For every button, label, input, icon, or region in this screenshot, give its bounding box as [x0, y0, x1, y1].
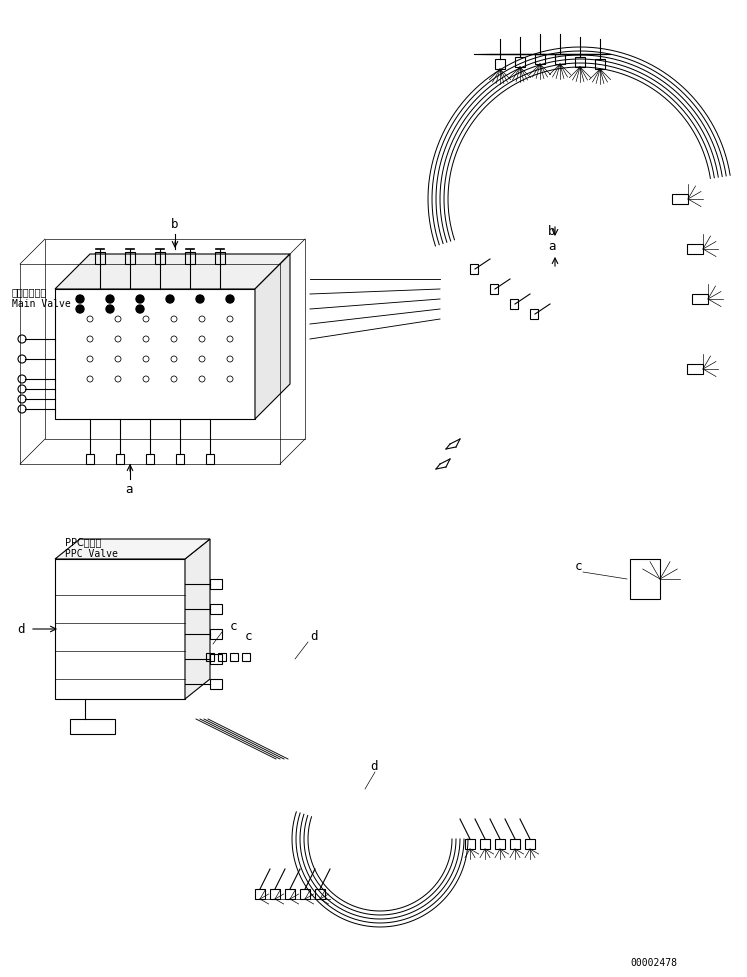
Text: PPCバルブ: PPCバルブ [65, 536, 102, 546]
Bar [155, 253, 165, 265]
Bar [480, 839, 490, 849]
Bar [535, 55, 545, 64]
Circle shape [136, 296, 144, 304]
Circle shape [76, 296, 84, 304]
Bar [515, 58, 525, 68]
Bar [70, 719, 115, 735]
Bar [595, 60, 605, 70]
Polygon shape [55, 290, 255, 419]
Bar [242, 654, 250, 661]
Bar [630, 560, 660, 599]
Bar [55, 560, 185, 700]
Bar [465, 839, 475, 849]
Bar [210, 605, 222, 615]
Bar [495, 839, 505, 849]
Bar [510, 300, 518, 310]
Bar [490, 284, 498, 295]
Bar [510, 839, 520, 849]
Bar [210, 679, 222, 690]
Text: メインバルブ: メインバルブ [12, 286, 47, 297]
Polygon shape [55, 539, 210, 560]
Bar [210, 579, 222, 589]
Text: c: c [245, 629, 252, 642]
Text: c: c [575, 560, 583, 573]
Circle shape [196, 296, 204, 304]
Bar [285, 889, 295, 899]
Text: PPC Valve: PPC Valve [65, 548, 118, 559]
Text: 00002478: 00002478 [630, 957, 677, 967]
Bar [45, 239, 305, 440]
Bar [215, 253, 225, 265]
Text: d: d [17, 622, 25, 635]
Circle shape [106, 296, 114, 304]
Bar [86, 454, 94, 464]
Polygon shape [55, 255, 290, 290]
Bar [116, 454, 124, 464]
Text: b: b [548, 225, 556, 237]
Text: a: a [125, 483, 132, 495]
Circle shape [76, 306, 84, 314]
Polygon shape [255, 255, 290, 419]
Bar [125, 253, 135, 265]
Circle shape [166, 296, 174, 304]
Bar [206, 654, 214, 661]
Polygon shape [185, 539, 210, 700]
Text: Main Valve: Main Valve [12, 299, 71, 309]
Bar [176, 454, 184, 464]
Circle shape [106, 306, 114, 314]
Text: d: d [370, 759, 377, 772]
Bar [218, 654, 226, 661]
Bar [525, 839, 535, 849]
Bar [555, 55, 565, 64]
Text: a: a [548, 239, 556, 253]
Bar [687, 364, 703, 374]
Bar [692, 295, 708, 305]
Text: d: d [310, 629, 317, 642]
Bar [210, 655, 222, 664]
Bar [530, 310, 538, 319]
Circle shape [136, 306, 144, 314]
Text: b: b [171, 218, 179, 231]
Bar [255, 889, 265, 899]
Bar [300, 889, 310, 899]
Bar [495, 60, 505, 70]
Bar [206, 454, 214, 464]
Bar [315, 889, 325, 899]
Bar [470, 265, 478, 275]
Bar [230, 654, 238, 661]
Bar [95, 253, 105, 265]
Circle shape [226, 296, 234, 304]
Bar [210, 629, 222, 639]
Bar [687, 245, 703, 255]
Bar [185, 253, 195, 265]
Bar [146, 454, 154, 464]
Bar [270, 889, 280, 899]
Text: c: c [230, 619, 238, 632]
Bar [575, 58, 585, 68]
Bar [672, 194, 688, 205]
